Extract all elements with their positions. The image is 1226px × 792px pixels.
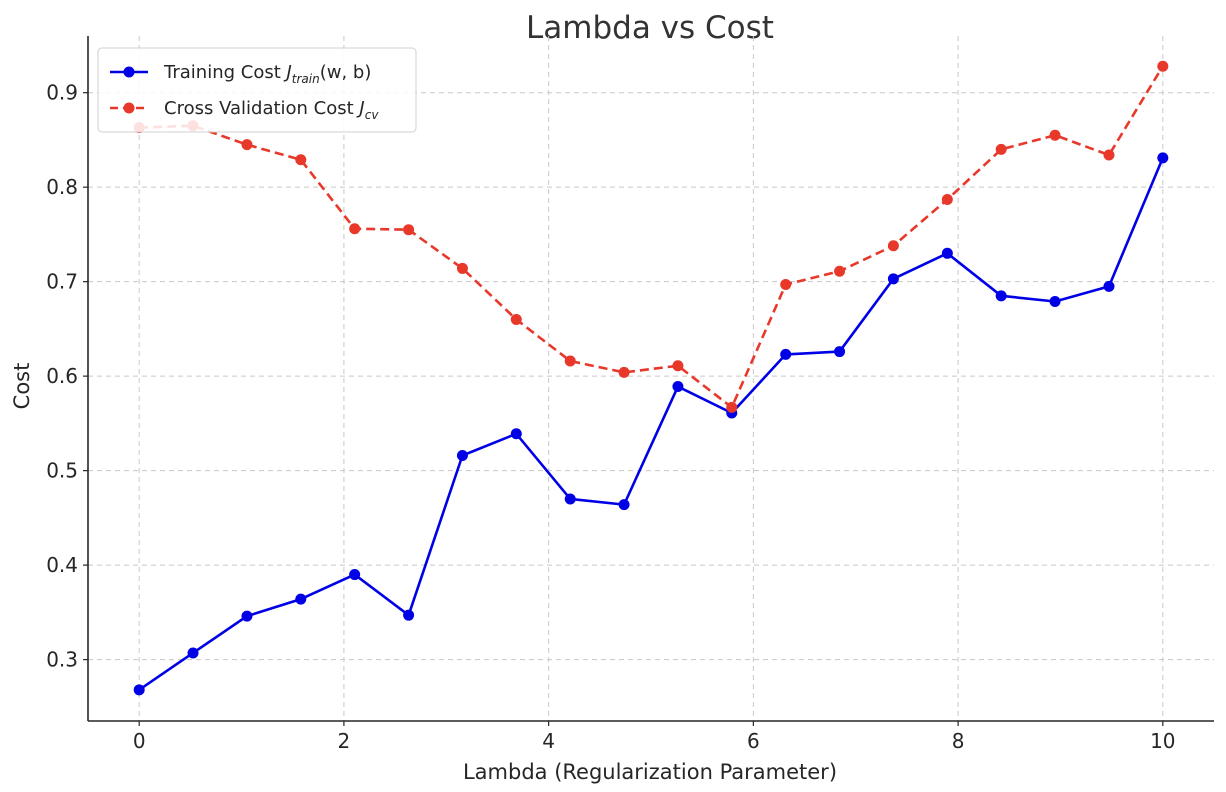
cv-cost-point xyxy=(510,313,522,325)
training-cost-point xyxy=(941,247,953,259)
cv-cost-point xyxy=(834,265,846,277)
training-cost-point xyxy=(618,499,630,511)
y-tick-label: 0.8 xyxy=(46,175,78,199)
x-tick-label: 4 xyxy=(542,729,555,753)
training-cost-point xyxy=(1049,295,1061,307)
training-cost-point xyxy=(241,610,253,622)
training-cost-point xyxy=(887,273,899,285)
training-cost-point xyxy=(349,569,361,581)
grid xyxy=(88,36,1214,721)
legend-training-cost-marker xyxy=(123,66,135,78)
legend-training-cost-prefix: Training Cost xyxy=(163,62,286,83)
cv-cost-point xyxy=(403,224,415,236)
chart-title: Lambda vs Cost xyxy=(526,10,774,46)
legend-cv-cost-prefix: Cross Validation Cost xyxy=(164,98,359,119)
training-cost-point xyxy=(1103,280,1115,292)
legend-training-cost-symbol: J xyxy=(283,62,291,83)
training-cost-line xyxy=(138,157,1165,691)
cv-cost-point xyxy=(672,360,684,372)
cv-cost-point xyxy=(241,139,253,151)
y-tick-label: 0.3 xyxy=(46,648,78,672)
y-tick-label: 0.9 xyxy=(46,81,78,105)
training-cost-point xyxy=(995,290,1007,302)
y-tick-label: 0.5 xyxy=(46,459,78,483)
cv-cost-point xyxy=(618,366,630,378)
training-cost-point xyxy=(403,609,415,621)
training-cost-point xyxy=(133,684,145,696)
training-cost-point xyxy=(295,593,307,605)
cv-cost-point xyxy=(456,262,468,274)
cv-cost-point xyxy=(349,223,361,235)
training-cost-point xyxy=(834,346,846,358)
cv-cost-point xyxy=(1157,60,1169,72)
x-tick-label: 2 xyxy=(338,729,351,753)
training-cost-point xyxy=(1157,152,1169,164)
cv-cost-point xyxy=(564,355,576,367)
training-cost-point xyxy=(672,381,684,393)
x-tick-label: 0 xyxy=(133,729,146,753)
training-cost-point xyxy=(780,348,792,360)
legend-training-cost-subscript: train xyxy=(292,72,320,86)
cv-cost-point xyxy=(1103,149,1115,161)
training-cost-point xyxy=(564,493,576,505)
axes: 0 2 4 6 8 10 0.3 0.4 0.5 0.6 0.7 0.8 0.9 xyxy=(46,36,1214,753)
cv-cost-point xyxy=(295,154,307,166)
y-axis-label: Cost xyxy=(10,363,34,410)
cv-cost-point xyxy=(995,143,1007,155)
cv-cost-point xyxy=(941,193,953,205)
cv-cost-point xyxy=(726,401,738,413)
legend: Training Cost Jtrain(w, b) Cross Validati… xyxy=(97,47,417,133)
legend-cv-cost-marker xyxy=(123,102,135,114)
legend-training-cost-label: Training Cost Jtrain(w, b) xyxy=(163,62,371,86)
series xyxy=(133,60,1169,696)
legend-cv-cost-symbol: J xyxy=(356,98,364,119)
x-axis-label: Lambda (Regularization Parameter) xyxy=(463,760,837,784)
cv-cost-point xyxy=(780,278,792,290)
training-cost-point xyxy=(187,647,199,659)
training-cost-point xyxy=(510,428,522,440)
cv-cost-point xyxy=(1049,129,1061,141)
cv-cost-point xyxy=(887,240,899,252)
x-tick-label: 6 xyxy=(747,729,760,753)
legend-box xyxy=(97,47,417,133)
legend-cv-cost-label: Cross Validation Cost Jcv xyxy=(164,98,379,122)
legend-cv-cost-subscript: cv xyxy=(365,108,380,122)
y-tick-label: 0.7 xyxy=(46,270,78,294)
x-tick-label: 10 xyxy=(1150,729,1175,753)
y-tick-label: 0.6 xyxy=(46,364,78,388)
x-tick-label: 8 xyxy=(952,729,965,753)
y-tick-label: 0.4 xyxy=(46,553,78,577)
training-cost-point xyxy=(456,450,468,462)
legend-training-cost-args: (w, b) xyxy=(320,62,372,83)
